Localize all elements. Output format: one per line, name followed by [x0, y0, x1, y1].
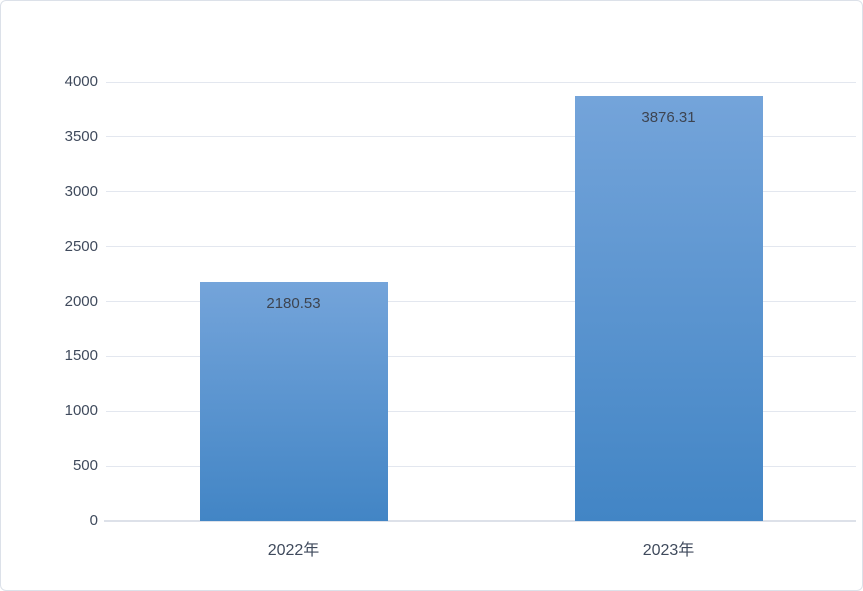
- gridline-2500: [106, 246, 856, 248]
- x-axis-line: [104, 520, 856, 522]
- gridline-3500: [106, 136, 856, 138]
- gridline-1000: [106, 410, 856, 412]
- bar-2023年: 3876.31: [574, 95, 763, 521]
- y-axis-tick-label: 2500: [64, 237, 98, 255]
- y-axis-tick-label: 0: [89, 512, 98, 529]
- bar-data-label: 2180.53: [266, 294, 321, 312]
- y-axis-tick-label: 3500: [64, 127, 98, 145]
- gridline-3000: [106, 191, 856, 193]
- y-axis-tick-label: 3000: [64, 182, 98, 200]
- gridline-2000: [106, 301, 856, 302]
- y-axis-tick-label: 1500: [64, 347, 98, 365]
- y-axis-tick-label: 2000: [64, 292, 98, 310]
- gridline-500: [106, 465, 856, 467]
- x-axis-category-label: 2022年: [267, 542, 320, 559]
- y-axis-tick-label: 1000: [64, 402, 98, 420]
- bar-2022年: 2180.53: [199, 281, 388, 521]
- bar-data-label: 3876.31: [641, 108, 696, 126]
- y-axis-tick-label: 500: [72, 457, 98, 475]
- y-axis-tick-label: 4000: [64, 73, 98, 90]
- gridline-4000: [106, 81, 856, 83]
- gridline-1500: [106, 355, 856, 357]
- x-axis-category-label: 2023年: [642, 542, 695, 559]
